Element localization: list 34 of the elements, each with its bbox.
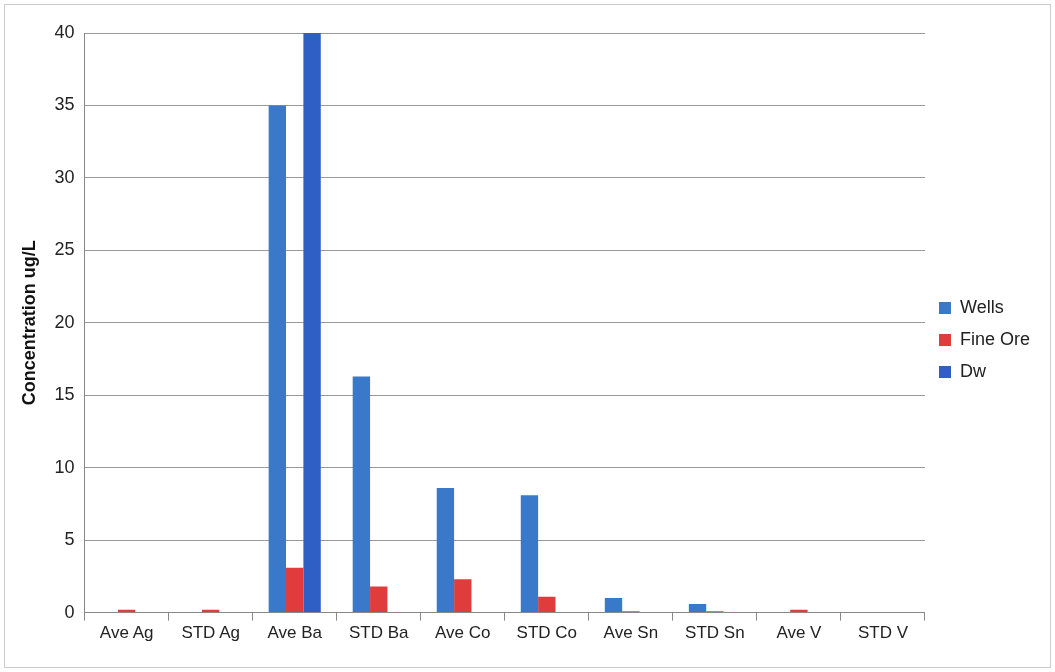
x-tick-label: Ave Ag	[99, 623, 154, 643]
y-tick-label: 0	[64, 601, 75, 622]
y-tick-label: 20	[54, 311, 75, 332]
x-tick-label: STD Ba	[348, 623, 410, 643]
x-tick-label: STD Ag	[181, 623, 240, 643]
bar	[604, 598, 623, 613]
bar	[268, 105, 287, 613]
bar	[303, 33, 321, 613]
x-tick-label: Ave Sn	[603, 623, 659, 643]
y-tick-label: 25	[54, 239, 75, 260]
y-tick-label: 15	[54, 384, 75, 405]
bar	[286, 567, 304, 613]
y-tick-label: 35	[54, 94, 75, 115]
y-tick-label: 40	[54, 21, 75, 42]
bar	[352, 376, 371, 613]
bar	[370, 586, 388, 613]
legend-label: Dw	[959, 360, 987, 381]
x-tick-label: STD Co	[516, 623, 578, 643]
x-tick-label: Ave Ba	[267, 623, 323, 643]
bar	[520, 495, 539, 613]
y-axis-title: Concentration ug/L	[18, 240, 39, 406]
x-tick-label: Ave V	[776, 623, 823, 643]
y-tick-label: 5	[64, 529, 75, 550]
x-tick-label: Ave Co	[435, 623, 491, 643]
y-tick-label: 30	[54, 166, 75, 187]
legend-label: Wells	[959, 296, 1004, 317]
y-tick-label: 10	[54, 456, 75, 477]
legend-label: Fine Ore	[959, 328, 1031, 349]
x-tick-label: STD V	[857, 623, 909, 643]
bar	[454, 579, 472, 613]
bar	[688, 603, 707, 613]
bar	[436, 487, 455, 613]
x-tick-label: STD Sn	[685, 623, 745, 643]
bar	[538, 596, 556, 613]
